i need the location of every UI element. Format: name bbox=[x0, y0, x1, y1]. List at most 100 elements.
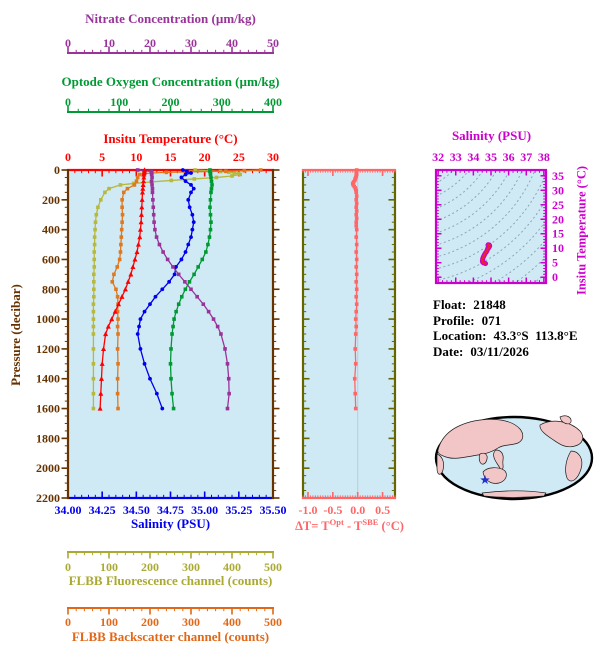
tick-label: 38 bbox=[538, 150, 550, 164]
oxygen-profile-curve bbox=[168, 168, 214, 411]
backscatter-axis: 0 100 200 300 400 500 bbox=[65, 607, 282, 629]
delta-t-panel: -1.0 -0.5 0.0 0.5 bbox=[298, 168, 397, 517]
tick-label: 500 bbox=[264, 560, 282, 574]
float-id-row: Float: 21848 bbox=[433, 297, 578, 313]
tick-label: 40 bbox=[226, 36, 238, 50]
tick-label: 25 bbox=[233, 150, 245, 164]
tick-label: 100 bbox=[100, 560, 118, 574]
tick-label: 32 bbox=[432, 150, 444, 164]
fluorescence-axis: 0 100 200 300 400 500 bbox=[65, 551, 282, 574]
tick-label: -1.0 bbox=[298, 503, 317, 517]
tick-label: 1400 bbox=[36, 372, 60, 386]
tick-label: 36 bbox=[503, 150, 515, 164]
profile-number-row: Profile: 071 bbox=[433, 313, 578, 329]
tick-label: 200 bbox=[162, 95, 180, 109]
tick-label: 34.25 bbox=[89, 503, 116, 517]
date-label: Date: bbox=[433, 343, 464, 359]
fluorescence-axis-title: FLBB Fluorescence channel (counts) bbox=[68, 573, 273, 588]
tick-label: 10 bbox=[552, 241, 564, 255]
tick-label: 300 bbox=[182, 615, 200, 629]
tick-label: 0 bbox=[65, 95, 71, 109]
tick-label: 0 bbox=[54, 163, 60, 177]
nitrate-axis: 0 10 20 30 40 50 bbox=[65, 36, 279, 54]
oxygen-axis-title: Optode Oxygen Concentration (µm/kg) bbox=[61, 74, 280, 89]
tick-label: 200 bbox=[141, 615, 159, 629]
tick-label: 500 bbox=[264, 615, 282, 629]
tick-label: 20 bbox=[144, 36, 156, 50]
delta-t-label-suffix: (°C) bbox=[378, 519, 404, 534]
tick-label: 2200 bbox=[36, 491, 60, 505]
tick-label: 35.50 bbox=[260, 503, 287, 517]
tick-label: 10 bbox=[130, 150, 142, 164]
location-value: 43.3°S 113.8°E bbox=[493, 328, 578, 343]
tick-label: 0 bbox=[552, 270, 558, 284]
continent-south-america bbox=[565, 450, 583, 482]
tick-label: 100 bbox=[110, 95, 128, 109]
tick-label: 5 bbox=[552, 256, 558, 270]
tick-label: 800 bbox=[42, 282, 60, 296]
profile-number-label: Profile: bbox=[433, 312, 475, 328]
float-id-value: 21848 bbox=[473, 297, 506, 312]
nitrate-profile-curve bbox=[135, 168, 231, 411]
tick-label: 30 bbox=[185, 36, 197, 50]
tick-label: 35 bbox=[485, 150, 497, 164]
date-row: Date: 03/11/2026 bbox=[433, 344, 578, 360]
salinity-axis-title: Salinity (PSU) bbox=[130, 516, 211, 531]
tick-label: 34 bbox=[467, 150, 479, 164]
float-info-block: Float: 21848 Profile: 071 Location: 43.3°S … bbox=[433, 297, 578, 359]
continent-greenland bbox=[559, 415, 572, 425]
tick-label: 37 bbox=[520, 150, 532, 164]
tick-label: 35.00 bbox=[191, 503, 218, 517]
continent-africa-edge bbox=[436, 453, 444, 475]
tick-label: 0 bbox=[65, 560, 71, 574]
tick-label: 1200 bbox=[36, 342, 60, 356]
tick-label: 1000 bbox=[36, 312, 60, 326]
continent-north-america bbox=[539, 420, 584, 448]
tick-label: 400 bbox=[223, 615, 241, 629]
tick-label: 33 bbox=[450, 150, 462, 164]
pressure-axis-title: Pressure (decibar) bbox=[8, 284, 23, 386]
tick-label: 0 bbox=[65, 150, 71, 164]
panel-backgrounds bbox=[68, 170, 546, 498]
tick-label: 0 bbox=[65, 36, 71, 50]
main-profile-frame: 0 5 10 15 20 25 30 34.00 34.25 34.50 34.75 35.00 35.… bbox=[36, 150, 287, 517]
tick-label: 0.5 bbox=[375, 503, 390, 517]
delta-t-axis-title: ΔT= TOpt - TSBE (°C) bbox=[289, 517, 410, 534]
delta-t-label-mid: - T bbox=[343, 519, 363, 534]
ts-curve bbox=[479, 242, 493, 267]
oxygen-axis: 0 100 200 300 400 bbox=[65, 95, 282, 113]
delta-t-label-sup-opt: Opt bbox=[329, 517, 344, 527]
tick-label: 2000 bbox=[36, 461, 60, 475]
tick-label: 200 bbox=[141, 560, 159, 574]
continent-australia bbox=[482, 467, 507, 484]
tick-label: 10 bbox=[103, 36, 115, 50]
backscatter-axis-title: FLBB Backscatter channel (counts) bbox=[71, 629, 270, 644]
tick-label: 600 bbox=[42, 252, 60, 266]
temperature-axis-title: Insitu Temperature (°C) bbox=[103, 131, 238, 146]
float-id-label: Float: bbox=[433, 297, 467, 312]
tick-label: 200 bbox=[42, 193, 60, 207]
tick-label: -0.5 bbox=[323, 503, 342, 517]
location-label: Location: bbox=[433, 328, 487, 343]
tick-label: 30 bbox=[267, 150, 279, 164]
tick-label: 34.75 bbox=[157, 503, 184, 517]
tick-label: 0.0 bbox=[350, 503, 365, 517]
tick-label: 0 bbox=[65, 615, 71, 629]
location-row: Location: 43.3°S 113.8°E bbox=[433, 328, 578, 344]
delta-t-label-pre: ΔT= T bbox=[295, 519, 330, 534]
tick-label: 400 bbox=[42, 223, 60, 237]
tick-label: 20 bbox=[552, 212, 564, 226]
continent-eurasia bbox=[437, 418, 524, 459]
delta-t-label-sup-sbe: SBE bbox=[362, 517, 379, 527]
temperature-profile-curve bbox=[97, 167, 148, 411]
nitrate-axis-title: Nitrate Concentration (µm/kg) bbox=[85, 11, 256, 26]
float-position-star bbox=[480, 475, 490, 484]
continent-india bbox=[478, 452, 488, 465]
date-value: 03/11/2026 bbox=[470, 343, 529, 359]
tick-label: 35 bbox=[552, 169, 564, 183]
tick-label: 5 bbox=[99, 150, 105, 164]
